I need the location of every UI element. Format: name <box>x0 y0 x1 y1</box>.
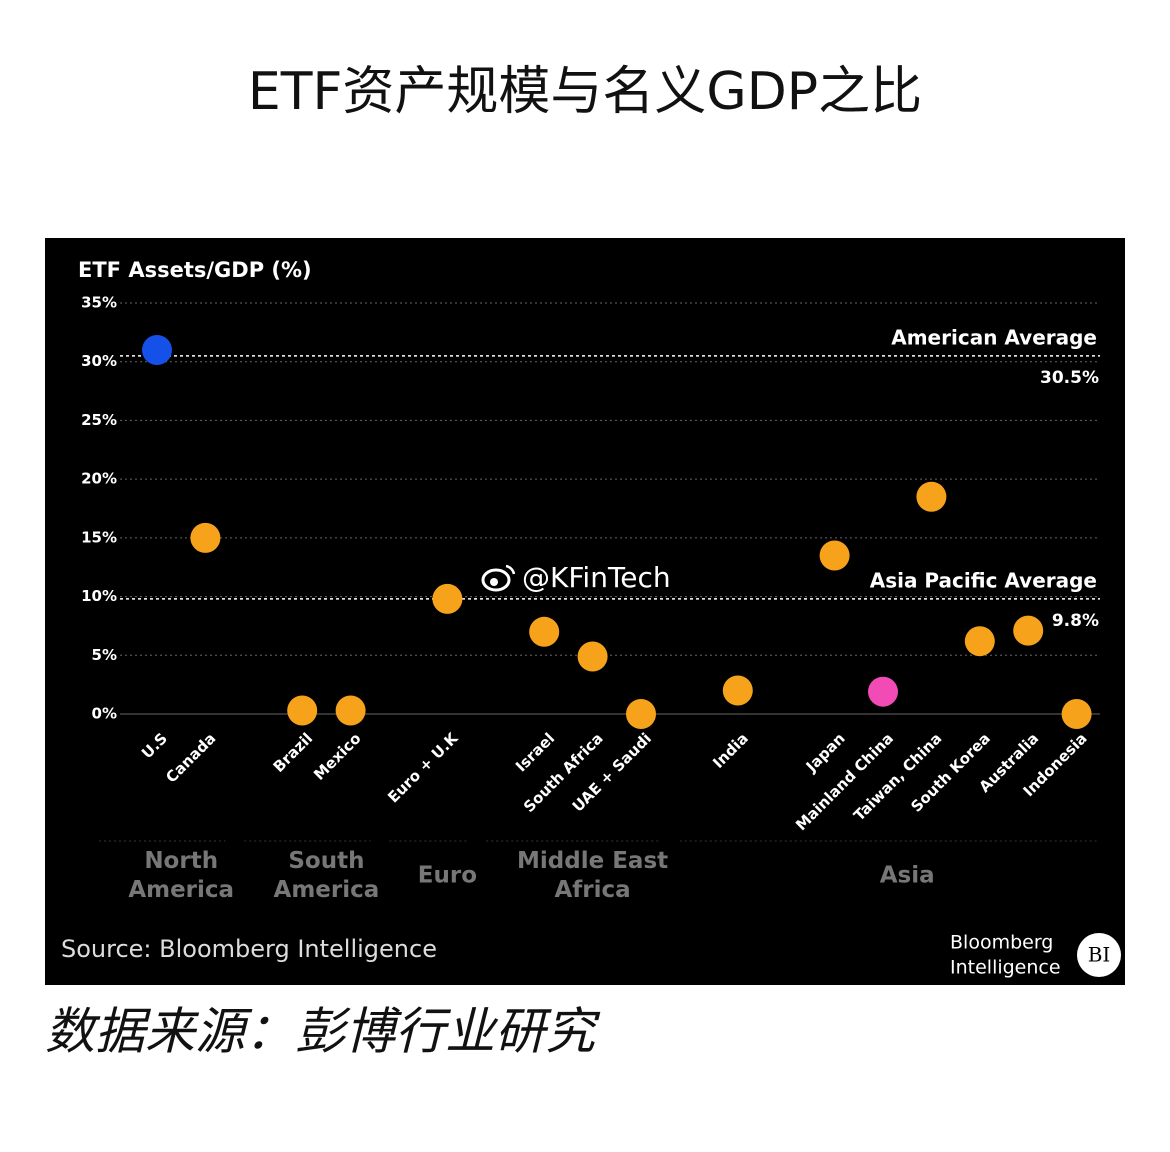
point <box>916 481 947 512</box>
point <box>577 641 608 672</box>
group-label: Euro <box>418 863 477 889</box>
point <box>432 583 463 614</box>
group-label: Middle East <box>517 848 668 874</box>
y-axis-title: ETF Assets/GDP (%) <box>78 258 312 282</box>
point <box>868 676 898 707</box>
y-tick-label: 30% <box>81 352 117 370</box>
y-tick-label: 0% <box>92 705 117 723</box>
y-tick-label: 35% <box>81 294 117 312</box>
reference-value: 9.8% <box>1052 611 1099 631</box>
group-label: America <box>128 877 234 903</box>
point <box>335 695 366 726</box>
group-label: Africa <box>555 877 631 903</box>
group-label: Asia <box>880 863 935 889</box>
logo-badge <box>1077 933 1121 977</box>
point <box>1013 615 1044 646</box>
reference-label: Asia Pacific Average <box>870 568 1097 592</box>
logo-badge-text: BI <box>1088 943 1111 967</box>
logo-text: Bloomberg <box>950 932 1053 954</box>
chart-panel <box>45 238 1125 985</box>
group-label: America <box>274 877 380 903</box>
point <box>722 675 753 706</box>
point <box>529 616 560 647</box>
point <box>287 695 318 726</box>
point <box>1061 699 1092 729</box>
watermark-icon <box>481 564 516 592</box>
footer: 数据来源：彭博行业研究 <box>45 1003 601 1061</box>
y-tick-label: 15% <box>81 528 117 546</box>
page-title: ETF资产规模与名义GDP之比 <box>248 62 922 122</box>
point <box>626 699 656 729</box>
y-tick-label: 5% <box>92 646 117 664</box>
logo-text: Intelligence <box>950 957 1061 979</box>
group-label: North <box>144 848 218 874</box>
reference-label: American Average <box>891 325 1097 349</box>
reference-value: 30.5% <box>1040 368 1099 388</box>
source: Source: Bloomberg Intelligence <box>61 935 437 963</box>
y-tick-label: 10% <box>81 587 117 605</box>
point <box>819 540 850 571</box>
y-tick-label: 25% <box>81 411 117 429</box>
point <box>190 522 221 553</box>
point <box>142 334 172 365</box>
watermark: @KFinTech <box>522 561 671 594</box>
point <box>964 626 995 657</box>
group-label: South <box>288 848 364 874</box>
y-tick-label: 20% <box>81 470 117 488</box>
